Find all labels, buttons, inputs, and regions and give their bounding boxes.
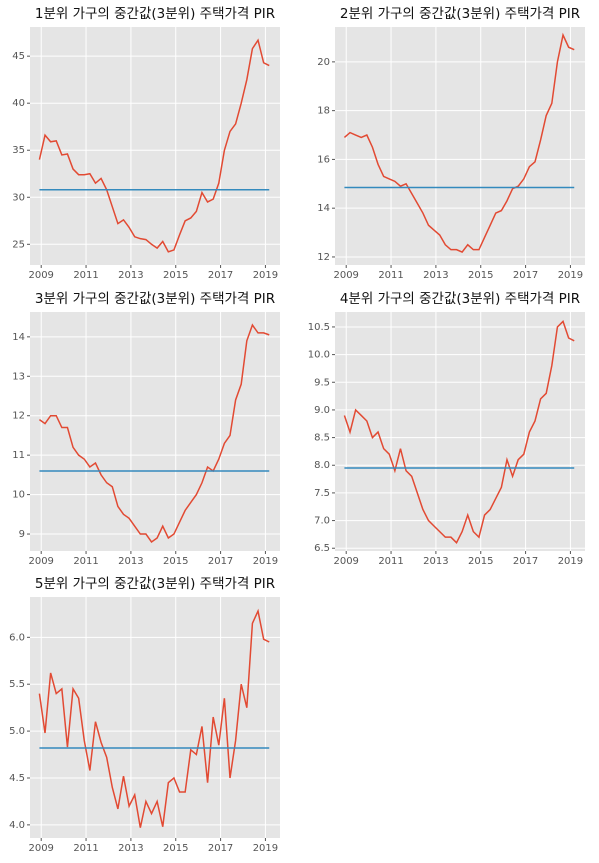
x-tick-label: 2013 (118, 843, 143, 854)
x-tick-label: 2017 (208, 270, 233, 281)
y-tick-label: 13 (12, 371, 25, 382)
x-tick-label: 2013 (118, 270, 143, 281)
y-tick-label: 11 (12, 450, 25, 461)
x-tick-label: 2009 (333, 270, 358, 281)
plot-area (335, 312, 585, 551)
x-tick-label: 2009 (333, 556, 358, 567)
y-tick-label: 4.5 (9, 773, 25, 784)
data-line (38, 38, 270, 253)
y-tick-label: 30 (12, 192, 25, 203)
y-tick-label: 45 (12, 51, 25, 62)
plot-area (30, 312, 280, 551)
x-tick-label: 2019 (253, 270, 278, 281)
y-tick-label: 8.0 (314, 460, 330, 471)
y-tick-label: 4.0 (9, 820, 25, 831)
x-tick-label: 2019 (253, 556, 278, 567)
y-tick-label: 5.5 (9, 679, 25, 690)
y-tick-label: 20 (317, 57, 330, 68)
x-tick-label: 2009 (28, 556, 53, 567)
x-tick-label: 2015 (163, 843, 188, 854)
x-tick-label: 2015 (468, 270, 493, 281)
x-tick-label: 2017 (208, 556, 233, 567)
plot-area (30, 27, 280, 265)
y-tick-label: 14 (12, 332, 25, 343)
y-tick-label: 14 (317, 203, 330, 214)
plot-area (335, 27, 585, 265)
data-line (38, 608, 270, 828)
y-tick-label: 10.0 (308, 350, 330, 361)
y-tick-label: 10 (12, 490, 25, 501)
x-tick-label: 2011 (378, 270, 403, 281)
y-tick-label: 6.0 (9, 632, 25, 643)
x-tick-label: 2013 (423, 556, 448, 567)
x-tick-label: 2019 (253, 843, 278, 854)
chart-title: 1분위 가구의 중간값(3분위) 주택가격 PIR (35, 6, 275, 22)
y-tick-label: 25 (12, 239, 25, 250)
x-tick-label: 2019 (558, 270, 583, 281)
y-tick-label: 35 (12, 145, 25, 156)
chart-title: 4분위 가구의 중간값(3분위) 주택가격 PIR (340, 291, 580, 307)
y-tick-label: 9.0 (314, 405, 330, 416)
chart-title: 5분위 가구의 중간값(3분위) 주택가격 PIR (35, 576, 275, 592)
y-tick-label: 40 (12, 98, 25, 109)
x-tick-label: 2017 (513, 556, 538, 567)
x-tick-label: 2011 (73, 270, 98, 281)
x-tick-label: 2017 (208, 843, 233, 854)
x-tick-label: 2017 (513, 270, 538, 281)
x-tick-label: 2013 (118, 556, 143, 567)
x-tick-label: 2015 (163, 270, 188, 281)
y-tick-label: 7.5 (314, 488, 330, 499)
y-tick-label: 7.0 (314, 516, 330, 527)
x-tick-label: 2015 (163, 556, 188, 567)
y-tick-label: 16 (317, 154, 330, 165)
y-tick-label: 10.5 (308, 322, 330, 333)
x-tick-label: 2009 (28, 270, 53, 281)
y-tick-label: 12 (317, 252, 330, 263)
x-tick-label: 2011 (73, 556, 98, 567)
chart-title: 2분위 가구의 중간값(3분위) 주택가격 PIR (340, 6, 580, 22)
data-line (343, 32, 575, 253)
x-tick-label: 2011 (73, 843, 98, 854)
data-line (343, 320, 575, 544)
x-tick-label: 2009 (28, 843, 53, 854)
y-tick-label: 9 (19, 529, 25, 540)
data-line (38, 323, 270, 543)
chart-title: 3분위 가구의 중간값(3분위) 주택가격 PIR (35, 291, 275, 307)
x-tick-label: 2019 (558, 556, 583, 567)
x-tick-label: 2013 (423, 270, 448, 281)
y-tick-label: 9.5 (314, 377, 330, 388)
x-tick-label: 2011 (378, 556, 403, 567)
plot-area (30, 597, 280, 838)
y-tick-label: 5.0 (9, 726, 25, 737)
x-tick-label: 2015 (468, 556, 493, 567)
y-tick-label: 6.5 (314, 543, 330, 554)
y-tick-label: 18 (317, 106, 330, 117)
y-tick-label: 8.5 (314, 433, 330, 444)
y-tick-label: 12 (12, 411, 25, 422)
